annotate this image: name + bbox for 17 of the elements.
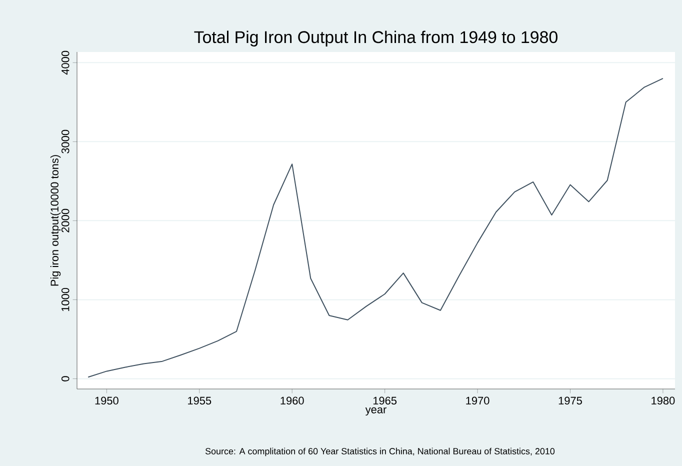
x-tick-label: 1950 bbox=[95, 396, 118, 405]
y-tick-label: 4000 bbox=[61, 50, 70, 75]
source-note: Source: A complitation of 60 Year Statistics in China, National Bureau of Statistics, 2010 bbox=[205, 448, 555, 456]
x-tick-label: 1975 bbox=[558, 396, 582, 405]
y-tick-label: 3000 bbox=[61, 130, 70, 154]
y-tick-label: 1000 bbox=[61, 288, 70, 312]
y-tick-label: 2000 bbox=[61, 208, 70, 232]
line-series bbox=[88, 78, 664, 378]
x-axis-title: year bbox=[365, 407, 386, 416]
chart-title: Total Pig Iron Output In China from 1949 to 1980 bbox=[194, 30, 558, 46]
y-tick-label: 0 bbox=[61, 376, 70, 382]
y-axis-title: Pig iron output(10000 tons) bbox=[50, 155, 61, 286]
x-tick-label: 1965 bbox=[373, 396, 397, 405]
x-tick-label: 1955 bbox=[188, 396, 212, 405]
x-tick-label: 1960 bbox=[280, 396, 304, 405]
x-tick-label: 1980 bbox=[652, 396, 675, 405]
x-tick-label: 1970 bbox=[466, 396, 490, 405]
